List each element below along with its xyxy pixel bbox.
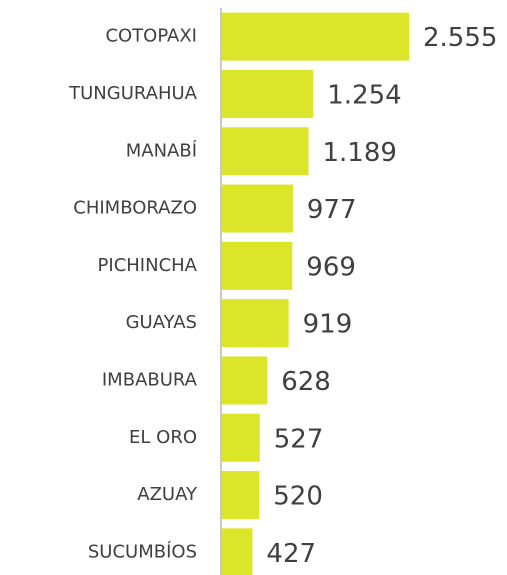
bar <box>222 299 289 348</box>
value-label: 1.189 <box>322 138 396 168</box>
bar <box>222 69 314 118</box>
value-label: 2.555 <box>423 23 497 53</box>
bar <box>222 241 293 290</box>
value-label: 969 <box>306 252 356 282</box>
value-label: 427 <box>266 539 316 569</box>
value-label: 977 <box>307 195 357 225</box>
category-label: COTOPAXI <box>105 26 197 47</box>
value-label: 919 <box>303 310 353 340</box>
bar <box>222 413 260 462</box>
bar <box>222 184 293 233</box>
bar <box>222 356 268 405</box>
category-label: IMBABURA <box>102 369 198 390</box>
category-label: MANABÍ <box>126 139 197 161</box>
category-label: CHIMBORAZO <box>73 198 197 219</box>
category-label: EL ORO <box>129 427 197 448</box>
category-label: AZUAY <box>137 484 198 505</box>
bar <box>222 12 409 61</box>
bar <box>222 528 253 575</box>
value-label: 628 <box>281 367 331 397</box>
value-label: 527 <box>274 424 324 454</box>
category-label: SUCUMBÍOS <box>88 540 197 562</box>
category-label: PICHINCHA <box>98 255 198 276</box>
bar <box>222 127 309 176</box>
bar <box>222 471 260 520</box>
category-label: GUAYAS <box>126 312 197 333</box>
category-label: TUNGURAHUA <box>68 83 198 104</box>
value-label: 520 <box>273 482 323 512</box>
value-label: 1.254 <box>327 80 401 110</box>
